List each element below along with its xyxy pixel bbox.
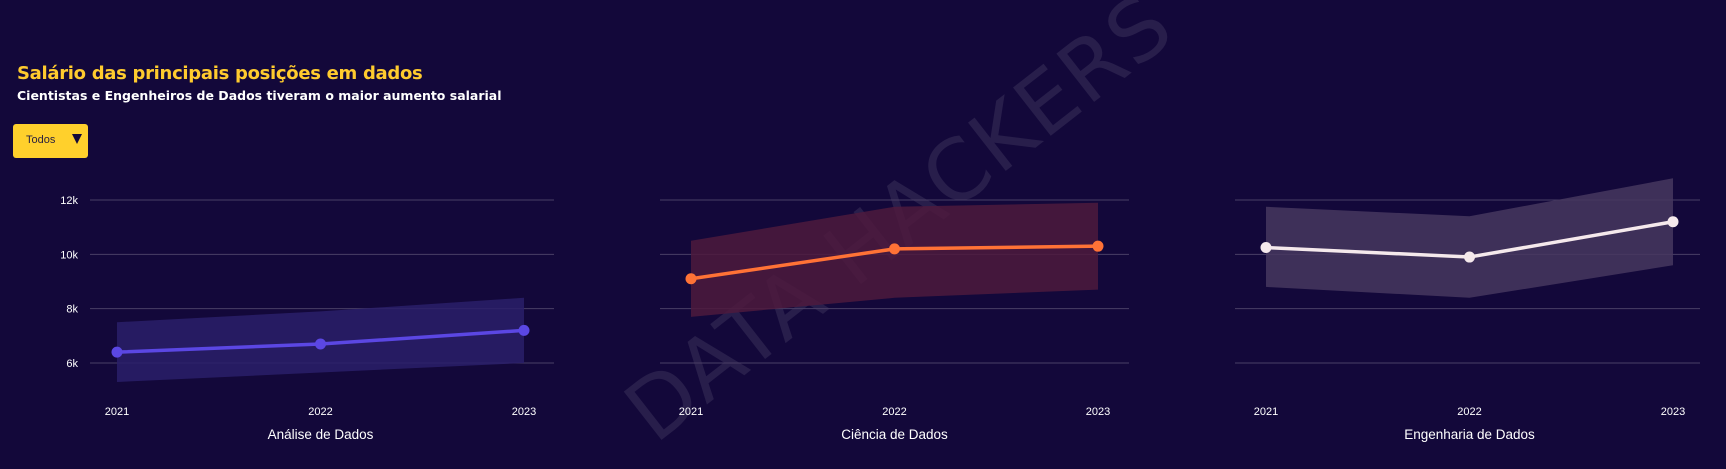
x-tick-label: 2021 xyxy=(1254,406,1278,418)
panel-x-axis-label: Ciência de Dados xyxy=(841,427,948,442)
x-tick-label: 2021 xyxy=(105,406,129,418)
chart-title: Salário das principais posições em dados xyxy=(17,63,423,84)
y-tick-label: 12k xyxy=(60,195,78,207)
x-tick-label: 2023 xyxy=(1661,406,1685,418)
dropdown-arrow-icon xyxy=(72,134,82,144)
data-point xyxy=(1092,240,1104,252)
panel-x-axis-label: Análise de Dados xyxy=(268,427,374,442)
x-tick-label: 2022 xyxy=(308,406,332,418)
x-tick-label: 2021 xyxy=(679,406,703,418)
x-tick-label: 2023 xyxy=(512,406,536,418)
data-point xyxy=(1260,242,1272,254)
y-tick-label: 10k xyxy=(60,249,78,261)
panel-3: 2021 2022 2023 Engenharia de Dados xyxy=(1235,178,1700,442)
x-tick-label: 2022 xyxy=(1457,406,1481,418)
panel-2: 2021 2022 2023 Ciência de Dados xyxy=(660,199,1129,442)
confidence-band xyxy=(1266,178,1673,298)
data-point xyxy=(1667,216,1679,228)
x-tick-label: 2023 xyxy=(1086,406,1110,418)
confidence-band xyxy=(691,202,1098,317)
data-point xyxy=(1464,251,1475,263)
position-filter-dropdown[interactable]: Todos xyxy=(13,124,88,158)
data-point xyxy=(889,243,900,255)
data-point xyxy=(111,346,123,358)
y-tick-label: 6k xyxy=(66,358,78,370)
dropdown-selected-value: Todos xyxy=(26,134,56,146)
panel-x-axis-label: Engenharia de Dados xyxy=(1404,427,1535,442)
data-point xyxy=(315,338,326,350)
chart-subtitle: Cientistas e Engenheiros de Dados tivera… xyxy=(17,88,502,103)
data-point xyxy=(518,324,530,336)
data-point xyxy=(685,273,697,285)
y-tick-label: 8k xyxy=(66,304,78,316)
x-tick-label: 2022 xyxy=(882,406,906,418)
panel-1: 6k 8k 10k 12k 2021 2022 2023 Análise de Dados xyxy=(60,195,554,442)
